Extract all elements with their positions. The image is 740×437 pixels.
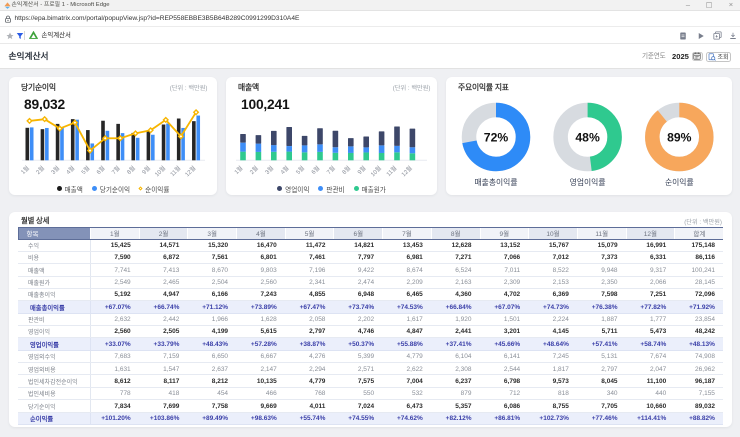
svg-text:6월: 6월: [309, 164, 321, 176]
svg-text:9월: 9월: [140, 164, 152, 176]
svg-text:10월: 10월: [153, 164, 167, 178]
svg-text:8월: 8월: [340, 164, 352, 176]
svg-text:영업이익률: 영업이익률: [570, 177, 606, 187]
svg-text:11월: 11월: [384, 164, 398, 178]
svg-text:4월: 4월: [64, 164, 76, 176]
svg-text:6월: 6월: [95, 164, 107, 176]
svg-text:89%: 89%: [667, 130, 692, 144]
svg-text:5월: 5월: [294, 164, 306, 176]
svg-text:8월: 8월: [125, 164, 137, 176]
svg-text:매출총이익률: 매출총이익률: [474, 177, 517, 187]
svg-text:11월: 11월: [168, 164, 182, 178]
svg-text:12월: 12월: [183, 164, 197, 178]
svg-text:7월: 7월: [110, 164, 122, 176]
svg-text:4월: 4월: [279, 164, 291, 176]
svg-text:순이익률: 순이익률: [665, 177, 694, 187]
svg-text:1월: 1월: [232, 164, 244, 176]
svg-text:2월: 2월: [34, 164, 46, 176]
svg-text:48%: 48%: [575, 130, 600, 144]
svg-text:3월: 3월: [49, 164, 61, 176]
svg-text:72%: 72%: [484, 130, 509, 144]
svg-text:1월: 1월: [19, 164, 31, 176]
svg-text:2월: 2월: [248, 164, 260, 176]
svg-text:9월: 9월: [356, 164, 368, 176]
svg-text:10월: 10월: [369, 164, 383, 178]
svg-text:12월: 12월: [400, 164, 414, 178]
svg-text:7월: 7월: [325, 164, 337, 176]
svg-text:5월: 5월: [80, 164, 92, 176]
svg-text:3월: 3월: [263, 164, 275, 176]
